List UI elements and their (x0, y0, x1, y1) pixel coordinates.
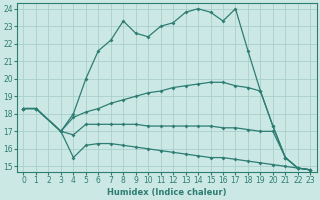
X-axis label: Humidex (Indice chaleur): Humidex (Indice chaleur) (107, 188, 227, 197)
